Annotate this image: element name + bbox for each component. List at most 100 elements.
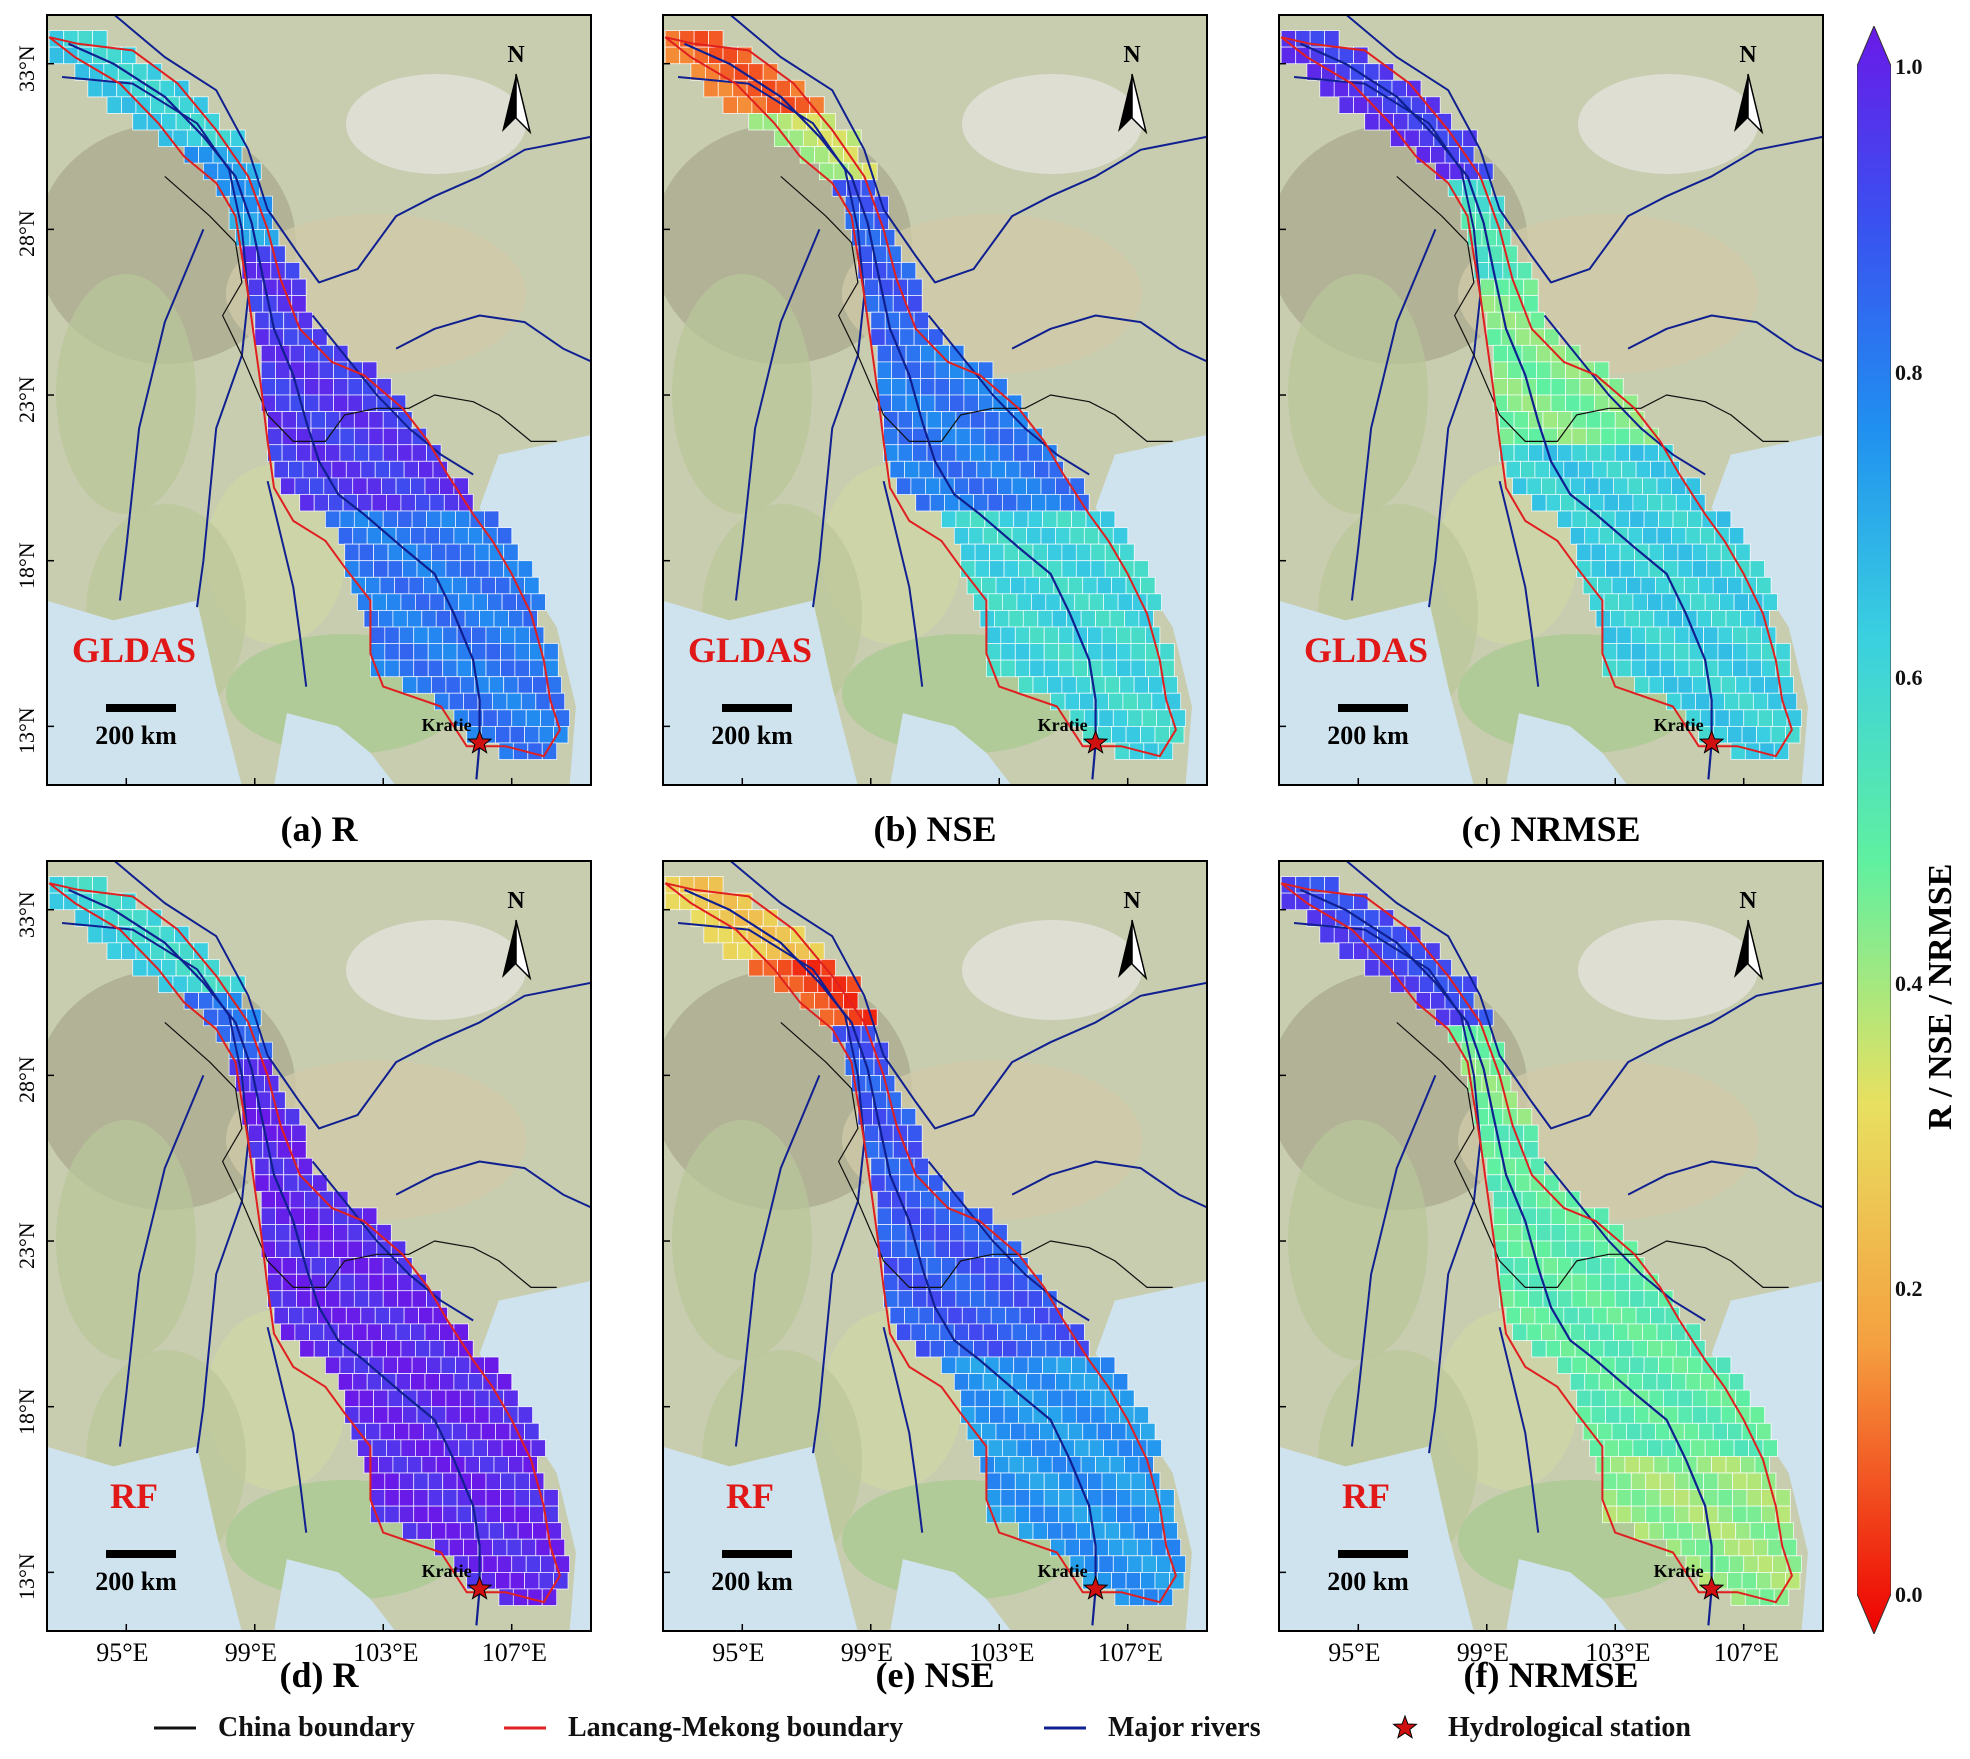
grid-cell <box>198 992 214 1010</box>
grid-cell <box>1617 1339 1634 1358</box>
grid-cell <box>934 361 950 379</box>
grid-cell <box>1528 1290 1544 1308</box>
grid-cell <box>863 278 880 297</box>
grid-cell <box>1613 477 1629 495</box>
grid-cell <box>1112 1555 1129 1573</box>
grid-cell <box>1101 643 1117 661</box>
grid-cell <box>989 1389 1005 1408</box>
grid-cell <box>1563 1306 1579 1325</box>
grid-cell <box>385 593 402 611</box>
grid-cell <box>1119 1522 1135 1540</box>
grid-cell <box>1516 1108 1533 1126</box>
station-label: Kratie <box>1038 715 1088 735</box>
grid-cell <box>1733 593 1750 611</box>
grid-cell <box>358 1389 375 1408</box>
grid-cell <box>496 527 513 545</box>
grid-cell <box>496 1373 513 1391</box>
grid-cell <box>389 460 405 479</box>
andaman-sea <box>662 1446 858 1632</box>
grid-cell <box>1018 1522 1034 1540</box>
grid-cell <box>135 96 151 114</box>
grid-cell <box>183 146 200 164</box>
grid-cell <box>395 527 412 545</box>
grid-cell <box>1156 709 1172 727</box>
grid-cell <box>397 444 413 462</box>
grid-cell <box>485 643 501 661</box>
grid-cell <box>352 1323 368 1341</box>
grid-cell <box>1499 1257 1515 1275</box>
grid-cell <box>1685 1373 1701 1391</box>
north-arrow-label: N <box>507 42 525 68</box>
grid-cell <box>1338 942 1354 960</box>
longitude-tick-label: 103°E <box>969 1638 1035 1667</box>
grid-cell <box>1691 1522 1708 1540</box>
grid-cell <box>1629 1356 1645 1375</box>
grid-cell <box>204 113 220 131</box>
grid-cell <box>1642 1373 1658 1391</box>
grid-cell <box>1104 676 1121 694</box>
grid-cell <box>1711 1456 1727 1474</box>
grid-cell <box>1043 1505 1060 1524</box>
grid-cell <box>976 1306 992 1325</box>
grid-cell <box>1699 527 1716 545</box>
grid-cell <box>485 1472 501 1491</box>
grid-cell <box>1732 659 1748 678</box>
grid-cell <box>1616 659 1632 678</box>
grid-cell <box>973 1339 989 1358</box>
grid-cell <box>963 1240 979 1259</box>
grid-cell <box>920 1224 936 1242</box>
grid-cell <box>1571 1273 1587 1292</box>
grid-cell <box>453 527 469 545</box>
grid-cell <box>910 477 926 495</box>
grid-cell <box>318 1207 334 1225</box>
grid-cell <box>1661 1439 1677 1457</box>
grid-cell <box>260 1207 277 1225</box>
grid-cell <box>1584 1323 1600 1341</box>
grid-cell <box>1536 361 1552 379</box>
grid-cell <box>1654 1422 1671 1441</box>
grid-cell <box>488 1406 505 1424</box>
grid-cell <box>1013 1273 1029 1292</box>
grid-cell <box>1617 593 1634 611</box>
grid-cell <box>308 1323 325 1341</box>
grid-cell <box>920 378 936 396</box>
grid-cell <box>1059 493 1076 512</box>
grid-cell <box>491 1538 508 1557</box>
grid-cell <box>1536 1207 1552 1225</box>
grid-cell <box>1154 726 1170 744</box>
grid-cell <box>304 361 320 379</box>
grid-cell <box>1042 1356 1058 1375</box>
grid-cell <box>955 427 971 446</box>
north-arrow: N <box>1734 888 1764 981</box>
grid-cell <box>384 659 400 678</box>
grid-cell <box>924 477 941 495</box>
grid-cell <box>1616 1505 1632 1524</box>
grid-cell <box>820 113 836 131</box>
grid-cell <box>1659 1489 1676 1507</box>
grid-cell <box>297 1174 314 1192</box>
grid-cell <box>451 576 468 595</box>
grid-cell <box>353 411 370 429</box>
grid-cell <box>1140 1422 1156 1441</box>
grid-cell <box>333 1190 349 1209</box>
grid-cell <box>333 1224 349 1242</box>
grid-cell <box>777 959 793 977</box>
grid-cell <box>1614 1290 1631 1308</box>
grid-cell <box>1605 1389 1621 1408</box>
grid-cell <box>1144 1505 1161 1524</box>
grid-cell <box>985 1472 1002 1491</box>
grid-cell <box>459 1406 476 1424</box>
mekong-river <box>684 42 1097 780</box>
grid-cell <box>907 1141 923 1159</box>
grid-cell <box>1112 1373 1129 1391</box>
grid-cell <box>1038 576 1055 595</box>
grid-cell <box>876 1190 893 1209</box>
north-arrow-label: N <box>1739 888 1757 914</box>
grid-cell <box>283 328 299 346</box>
grid-cell <box>1642 527 1658 545</box>
grid-cell <box>1687 510 1703 529</box>
grid-cell <box>947 1306 963 1325</box>
grid-cell <box>535 1538 551 1557</box>
grid-cell <box>876 361 893 379</box>
panel-caption: (e) NSE <box>875 1655 995 1695</box>
